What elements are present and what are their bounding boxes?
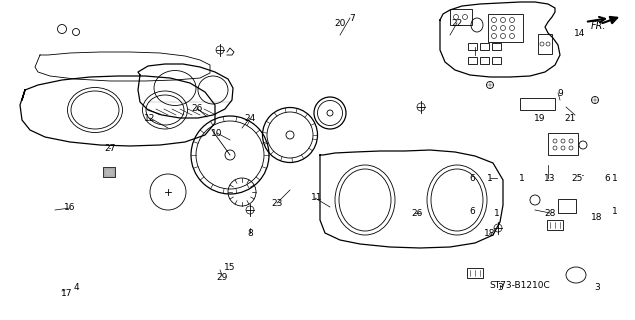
Text: ST73-B1210C: ST73-B1210C <box>490 281 551 290</box>
Text: 8: 8 <box>247 228 253 237</box>
Text: 17: 17 <box>61 289 73 298</box>
Text: 18: 18 <box>485 228 496 237</box>
Bar <box>468 43 477 50</box>
Text: 28: 28 <box>544 209 556 218</box>
Text: 3: 3 <box>497 284 503 292</box>
Text: 29: 29 <box>217 274 228 283</box>
Bar <box>488 14 523 42</box>
Bar <box>520 98 555 110</box>
Bar <box>538 34 552 54</box>
Text: 20: 20 <box>334 19 345 28</box>
Text: FR.: FR. <box>591 21 606 31</box>
Bar <box>480 43 489 50</box>
Bar <box>492 43 501 50</box>
Text: 3: 3 <box>594 284 600 292</box>
Text: 13: 13 <box>544 173 556 182</box>
Text: 19: 19 <box>534 114 545 123</box>
Text: 21: 21 <box>565 114 576 123</box>
Text: 14: 14 <box>574 28 585 37</box>
Bar <box>492 57 501 64</box>
Bar <box>547 220 563 230</box>
Text: 10: 10 <box>211 129 223 138</box>
Bar <box>103 167 115 177</box>
Text: 1: 1 <box>487 173 493 182</box>
Text: 1: 1 <box>612 173 618 182</box>
Text: 1: 1 <box>519 173 525 182</box>
Bar <box>558 199 576 213</box>
Bar <box>468 57 477 64</box>
Text: 7: 7 <box>349 13 355 22</box>
Text: 27: 27 <box>104 143 116 153</box>
Text: 18: 18 <box>591 213 603 222</box>
Text: 6: 6 <box>469 173 475 182</box>
Text: 6: 6 <box>604 173 610 182</box>
Text: 11: 11 <box>311 194 323 203</box>
Text: 23: 23 <box>271 198 283 207</box>
Text: 26: 26 <box>411 209 423 218</box>
Text: 4: 4 <box>73 284 79 292</box>
Text: 1: 1 <box>612 207 618 217</box>
Text: 24: 24 <box>244 114 256 123</box>
Bar <box>450 9 472 25</box>
Bar <box>548 133 578 155</box>
Text: 25: 25 <box>572 173 583 182</box>
Text: 1: 1 <box>494 209 500 218</box>
Text: 6: 6 <box>469 207 475 217</box>
Text: 9: 9 <box>557 89 563 98</box>
Text: 22: 22 <box>451 19 463 28</box>
Text: 15: 15 <box>224 263 236 273</box>
Text: 12: 12 <box>144 114 156 123</box>
Bar <box>480 57 489 64</box>
Text: 26: 26 <box>191 103 203 113</box>
Bar <box>467 268 483 278</box>
Text: 16: 16 <box>64 204 76 212</box>
